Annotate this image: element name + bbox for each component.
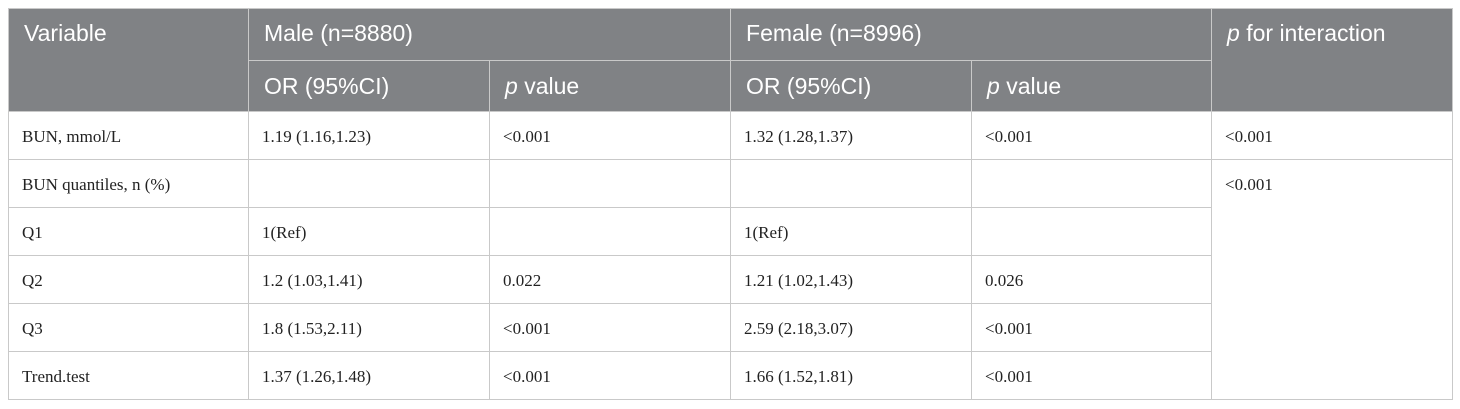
table-cell: 1.66 (1.52,1.81) xyxy=(730,351,973,400)
cell-text: <0.001 xyxy=(1225,127,1273,146)
table-cell: BUN quantiles, n (%) xyxy=(8,159,249,208)
table-cell: <0.001 xyxy=(1211,159,1454,400)
cell-text: <0.001 xyxy=(503,127,551,146)
header-row: Variable Male (n=8880) Female (n=8996) p fo… xyxy=(8,8,1454,112)
table-cell: <0.001 xyxy=(488,111,732,160)
table-cell: 1.21 (1.02,1.43) xyxy=(730,255,973,304)
cell-text: Male (n=8880) xyxy=(264,20,413,46)
cell-text: <0.001 xyxy=(985,367,1033,386)
table-cell: <0.001 xyxy=(971,303,1213,352)
italic-symbol: p xyxy=(1227,20,1240,46)
table-row: Q1 1(Ref) 1(Ref) xyxy=(8,207,1453,256)
header-cell: Variable xyxy=(8,8,249,112)
header-cell: p for interaction xyxy=(1211,8,1454,112)
table-row: BUN quantiles, n (%) <0.001 xyxy=(8,159,1454,400)
header-text: value xyxy=(1006,73,1062,99)
italic-symbol: p xyxy=(505,73,518,99)
table-row: BUN, mmol/L 1.19 (1.16,1.23) <0.001 1.32 (1… xyxy=(8,111,1454,160)
cell-text: 1.8 (1.53,2.11) xyxy=(262,319,362,338)
table-cell: Trend.test xyxy=(8,351,249,400)
table-cell xyxy=(488,207,732,256)
table-cell: 1(Ref) xyxy=(730,207,973,256)
cell-text: <0.001 xyxy=(985,319,1033,338)
table-cell: Q1 xyxy=(8,207,249,256)
cell-text: 1.21 (1.02,1.43) xyxy=(744,271,854,290)
cell-text: Trend.test xyxy=(22,367,90,386)
table-cell: 1.32 (1.28,1.37) xyxy=(730,111,973,160)
cell-text: BUN quantiles, n (%) xyxy=(22,175,171,194)
cell-text: Q1 xyxy=(22,223,43,242)
table-cell: 1.19 (1.16,1.23) xyxy=(248,111,490,160)
table-row: Q3 1.8 (1.53,2.11) <0.001 2.59 (2.18,3.07) <… xyxy=(8,303,1453,352)
table-cell: 1(Ref) xyxy=(248,207,490,256)
header-row: OR (95%CI) p value OR (95%CI) p value xyxy=(9,60,1453,112)
header-cell: OR (95%CI) xyxy=(248,60,490,112)
table-cell xyxy=(248,159,490,208)
table-cell: 2.59 (2.18,3.07) xyxy=(730,303,973,352)
italic-symbol: p xyxy=(987,73,1000,99)
header-cell: p value xyxy=(488,60,732,112)
table-cell: 0.026 xyxy=(971,255,1213,304)
cell-text: 0.026 xyxy=(985,271,1024,290)
header-cell: Male (n=8880) xyxy=(247,8,732,61)
results-table: Variable Male (n=8880) Female (n=8996) p fo… xyxy=(8,8,1454,400)
header-cell: p value xyxy=(971,60,1213,112)
cell-text: BUN, mmol/L xyxy=(22,127,122,146)
table-cell xyxy=(488,159,732,208)
cell-text: 0.022 xyxy=(503,271,542,290)
cell-text: Q2 xyxy=(22,271,43,290)
cell-text: Variable xyxy=(24,20,107,46)
table-cell: BUN, mmol/L xyxy=(8,111,249,160)
table-cell: <0.001 xyxy=(488,351,732,400)
table-cell: <0.001 xyxy=(1211,111,1454,160)
header-text: for interaction xyxy=(1246,20,1386,46)
table-cell xyxy=(730,159,973,208)
cell-text: 1.37 (1.26,1.48) xyxy=(262,367,372,386)
table-cell: Q3 xyxy=(8,303,249,352)
header-cell: OR (95%CI) xyxy=(730,60,973,112)
cell-text: 1(Ref) xyxy=(744,223,789,242)
table-cell: <0.001 xyxy=(971,111,1213,160)
table-container: Variable Male (n=8880) Female (n=8996) p fo… xyxy=(8,8,1454,400)
table-cell: Q2 xyxy=(8,255,249,304)
cell-text: 1.19 (1.16,1.23) xyxy=(262,127,372,146)
cell-text: Q3 xyxy=(22,319,43,338)
table-cell xyxy=(971,207,1213,256)
table-cell: 0.022 xyxy=(488,255,732,304)
cell-text: <0.001 xyxy=(503,367,551,386)
cell-text: 1(Ref) xyxy=(262,223,307,242)
table-body: BUN, mmol/L 1.19 (1.16,1.23) <0.001 1.32 (1… xyxy=(8,111,1454,400)
cell-text: <0.001 xyxy=(985,127,1033,146)
header-text: value xyxy=(524,73,580,99)
table-cell: 1.8 (1.53,2.11) xyxy=(248,303,490,352)
table-cell: <0.001 xyxy=(488,303,732,352)
table-cell xyxy=(971,159,1213,208)
cell-text: <0.001 xyxy=(1225,175,1273,194)
cell-text: 2.59 (2.18,3.07) xyxy=(744,319,854,338)
table-cell: 1.2 (1.03,1.41) xyxy=(248,255,490,304)
header-cell: Female (n=8996) xyxy=(730,8,1213,61)
cell-text: OR (95%CI) xyxy=(746,73,872,99)
table-cell: 1.37 (1.26,1.48) xyxy=(248,351,490,400)
table-row: Q2 1.2 (1.03,1.41) 0.022 1.21 (1.02,1.43) 0.… xyxy=(8,255,1453,304)
table-header: Variable Male (n=8880) Female (n=8996) p fo… xyxy=(8,8,1454,112)
table-cell: <0.001 xyxy=(971,351,1213,400)
cell-text: 1.32 (1.28,1.37) xyxy=(744,127,854,146)
cell-text: Female (n=8996) xyxy=(746,20,922,46)
table-row: Trend.test 1.37 (1.26,1.48) <0.001 1.66 (1.… xyxy=(8,351,1453,400)
cell-text: <0.001 xyxy=(503,319,551,338)
cell-text: 1.2 (1.03,1.41) xyxy=(262,271,363,290)
cell-text: 1.66 (1.52,1.81) xyxy=(744,367,854,386)
cell-text: OR (95%CI) xyxy=(264,73,390,99)
